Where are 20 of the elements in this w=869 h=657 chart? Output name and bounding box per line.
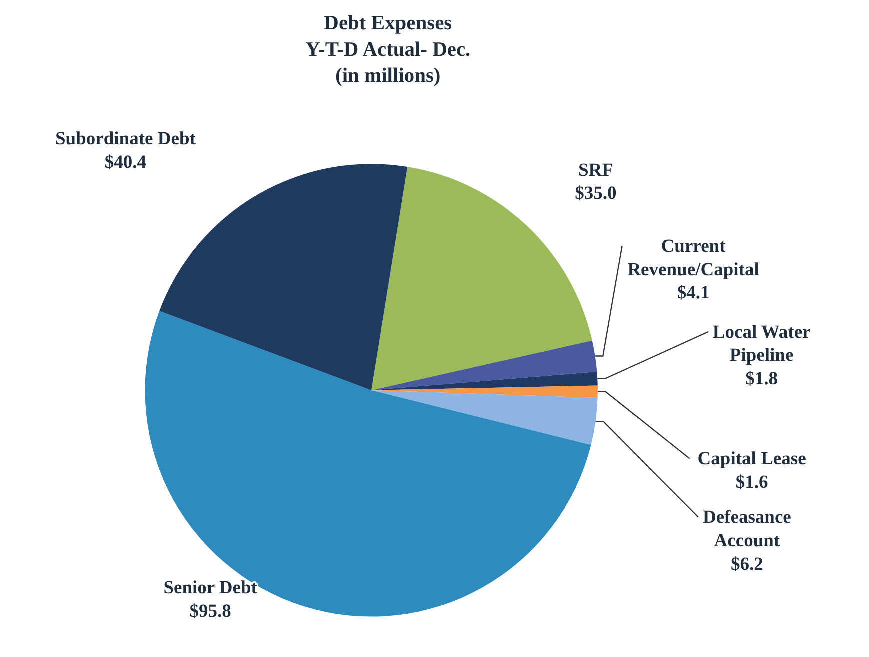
slice-label: Current Revenue/Capital: [628, 236, 760, 280]
pie-slice: [372, 372, 598, 390]
slice-label: Defeasance Account: [702, 507, 792, 552]
pie-slice: [372, 390, 598, 446]
slice-label: Capital Lease: [698, 448, 806, 470]
data-label: $35.0: [575, 183, 617, 204]
pie-slice: [372, 340, 598, 390]
data-label: $95.8: [190, 600, 232, 622]
data-label: $1.6: [736, 472, 768, 494]
slice-label: SRF: [578, 160, 614, 181]
pie-slice: [145, 311, 592, 617]
pie-slice: [160, 164, 408, 390]
data-label: $1.8: [746, 368, 778, 390]
slice-label: Local Water Pipeline: [712, 322, 811, 366]
data-label: $4.1: [677, 282, 710, 304]
slice-label: Subordinate Debt: [55, 128, 197, 150]
data-label: $6.2: [730, 554, 764, 575]
data-label: $40.4: [104, 152, 147, 174]
chart-title: Debt Expenses Y-T-D Actual- Dec. (in millions): [306, 12, 471, 88]
slice-label: Senior Debt: [164, 577, 258, 598]
